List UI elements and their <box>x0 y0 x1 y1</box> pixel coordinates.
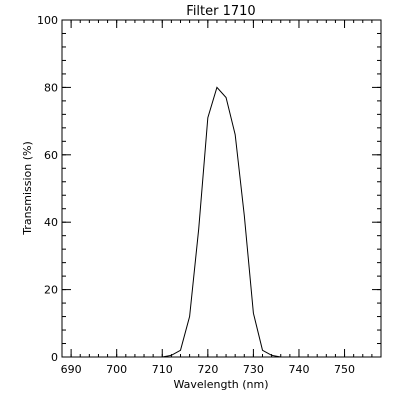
chart-title: Filter 1710 <box>186 4 255 19</box>
minor-ticks <box>61 19 382 358</box>
x-axis-label: Wavelength (nm) <box>173 378 268 391</box>
x-tick-label: 690 <box>61 363 82 376</box>
x-tick-label: 710 <box>152 363 173 376</box>
y-tick-label: 0 <box>51 351 58 364</box>
y-tick-label: 100 <box>37 14 58 27</box>
y-tick-labels: 0 20 40 60 80 100 <box>37 14 58 364</box>
y-tick-label: 20 <box>44 284 58 297</box>
x-tick-label: 740 <box>288 363 309 376</box>
x-tick-label: 720 <box>197 363 218 376</box>
x-tick-labels: 690 700 710 720 730 740 750 <box>61 363 355 376</box>
y-tick-label: 80 <box>44 81 58 94</box>
y-axis-label: Transmission (%) <box>21 141 34 236</box>
y-tick-label: 60 <box>44 149 58 162</box>
y-tick-label: 40 <box>44 216 58 229</box>
plot-frame <box>61 19 382 358</box>
major-ticks <box>62 19 381 358</box>
x-tick-label: 750 <box>334 363 355 376</box>
transmission-line <box>162 86 281 358</box>
x-tick-label: 700 <box>106 363 127 376</box>
x-tick-label: 730 <box>243 363 264 376</box>
